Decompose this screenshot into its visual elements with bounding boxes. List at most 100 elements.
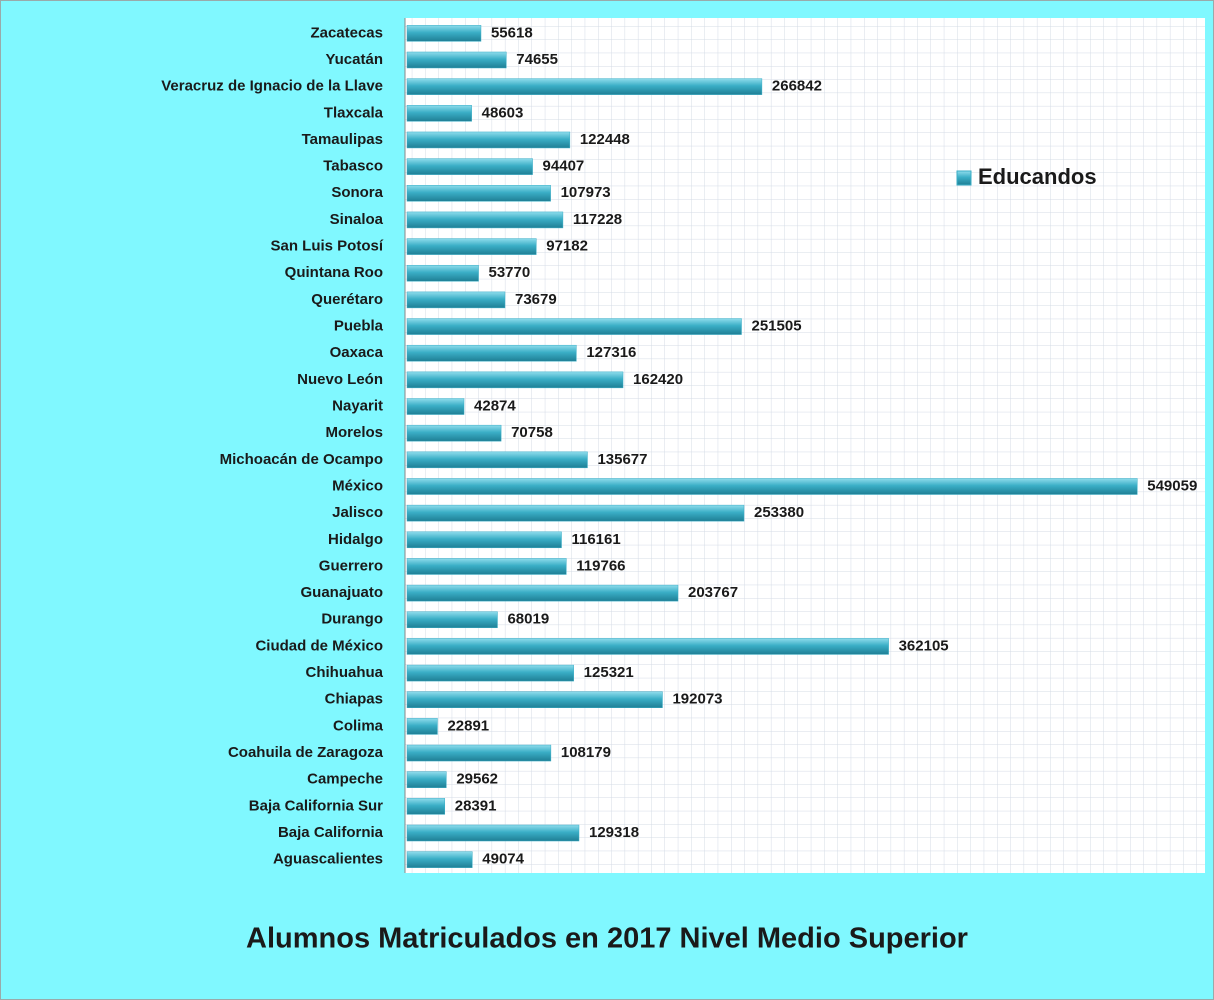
bar [406,451,588,469]
value-label: 192073 [672,691,722,708]
value-label: 29562 [456,771,498,788]
y-tick-label: Guanajuato [300,584,383,601]
y-tick-label: Chihuahua [306,664,384,681]
y-tick-label: Michoacán de Ocampo [220,451,383,468]
value-label: 22891 [447,717,489,734]
y-tick-label: Aguascalientes [273,851,383,868]
bar [406,105,472,122]
y-tick-label: Jalisco [332,504,383,521]
value-label: 48603 [482,104,524,121]
y-tick-label: Veracruz de Ignacio de la Llave [161,78,383,95]
y-tick-label: San Luis Potosí [270,238,383,255]
bar [406,771,447,788]
value-label: 266842 [772,78,822,95]
value-label: 549059 [1147,477,1197,494]
bar [406,344,577,362]
bar [406,211,564,229]
y-tick-label: Tlaxcala [324,104,384,121]
value-label: 117228 [573,211,622,228]
legend-swatch [956,170,972,186]
y-tick-label: Querétaro [311,291,383,308]
value-label: 74655 [516,51,558,68]
y-tick-label: Durango [321,611,383,628]
bar [406,718,438,735]
value-label: 129318 [589,824,639,841]
bar [406,478,1138,495]
bar [406,558,567,575]
value-label: 125321 [584,664,634,681]
value-label: 94407 [543,158,585,175]
value-label: 53770 [489,264,531,281]
bar [406,664,574,682]
y-tick-label: Oaxaca [330,344,384,361]
y-tick-label: Tabasco [323,158,383,175]
value-label: 68019 [507,611,549,628]
y-tick-label: Zacatecas [310,24,383,41]
value-label: 28391 [455,797,497,814]
value-label: 135677 [597,451,647,468]
bar [406,291,506,309]
bar [406,185,551,202]
y-tick-label: Coahuila de Zaragoza [228,744,384,761]
y-tick-label: Nuevo León [297,371,383,388]
bar [406,504,745,522]
bar [406,25,482,42]
bar [406,78,763,95]
y-tick-label: Morelos [325,424,383,441]
y-tick-label: Yucatán [325,51,383,68]
bar [406,611,498,629]
value-label: 108179 [561,744,611,761]
value-label: 119766 [576,557,625,574]
value-label: 362105 [899,637,949,654]
value-label: 42874 [474,397,516,414]
y-tick-label: Sonora [331,184,383,201]
bar [406,824,580,842]
y-tick-label: Tamaulipas [302,131,383,148]
bar [406,531,562,549]
bar [406,158,533,175]
y-tick-label: Hidalgo [328,531,383,548]
value-label: 251505 [752,318,802,335]
value-label: 55618 [491,24,533,41]
value-label: 97182 [546,238,588,255]
bar [406,744,552,762]
value-label: 107973 [561,184,611,201]
bar [406,851,473,868]
value-label: 70758 [511,424,553,441]
bar [406,371,624,389]
y-tick-label: Colima [333,717,384,734]
value-label: 49074 [482,851,524,868]
y-tick-label: Baja California Sur [249,797,383,814]
y-tick-label: Chiapas [325,691,383,708]
y-tick-label: Guerrero [319,557,383,574]
bar [406,424,502,442]
bar [406,51,507,69]
bar [406,798,446,815]
bar [406,131,571,149]
bar [406,691,663,708]
bar [406,264,479,282]
y-tick-label: Ciudad de México [255,637,383,654]
y-tick-label: Campeche [307,771,383,788]
y-tick-label: Puebla [334,318,384,335]
bar [406,398,465,415]
y-tick-label: Nayarit [332,397,383,414]
value-label: 116161 [571,531,620,548]
grid [405,18,1205,873]
chart-title: Alumnos Matriculados en 2017 Nivel Medio… [246,923,968,955]
bar [406,318,742,335]
y-tick-label: México [332,477,383,494]
y-tick-label: Baja California [278,824,384,841]
y-tick-label: Quintana Roo [285,264,383,281]
bar [406,638,889,655]
value-label: 122448 [580,131,630,148]
y-tick-label: Sinaloa [330,211,384,228]
value-label: 162420 [633,371,683,388]
bar [406,238,537,255]
value-label: 73679 [515,291,557,308]
value-label: 253380 [754,504,804,521]
value-label: 203767 [688,584,738,601]
legend-label: Educandos [978,164,1097,189]
